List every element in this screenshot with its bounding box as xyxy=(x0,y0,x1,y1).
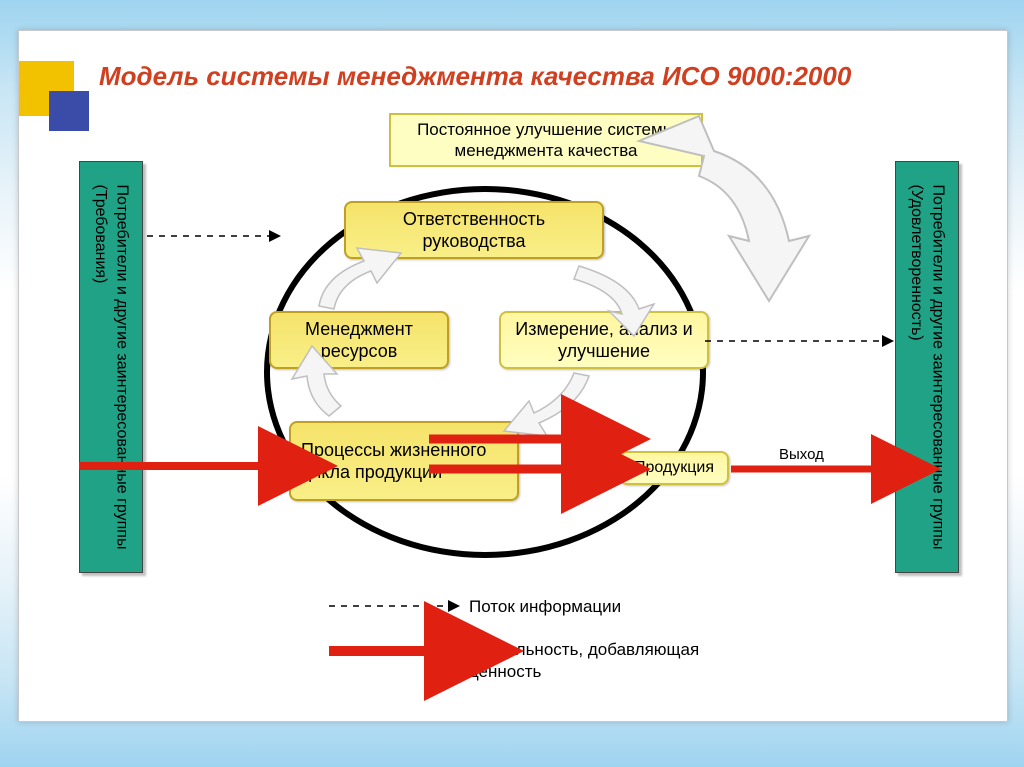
box-product-label: Продукция xyxy=(634,458,714,478)
slide-canvas: Модель системы менеджмента качества ИСО … xyxy=(18,30,1008,722)
box-resources-label: Менеджмент ресурсов xyxy=(277,318,441,363)
legend-value-activity: Деятельность, добавляющая ценность xyxy=(469,639,769,683)
left-panel-line1: Потребители и другие заинтересованные гр… xyxy=(114,185,131,550)
left-panel: Потребители и другие заинтересованные гр… xyxy=(79,161,143,573)
decor-square-blue xyxy=(49,91,89,131)
right-panel-line1: Потребители и другие заинтересованные гр… xyxy=(930,185,947,550)
legend-info-flow: Поток информации xyxy=(469,597,621,617)
box-measurement-label: Измерение, анализ и улучшение xyxy=(507,318,701,363)
box-improvement-label: Постоянное улучшение системы менеджмента… xyxy=(391,119,701,162)
box-responsibility: Ответственность руководства xyxy=(344,201,604,259)
right-panel-line2: (Удовлетворенность) xyxy=(908,185,925,341)
box-responsibility-label: Ответственность руководства xyxy=(352,208,596,253)
box-product: Продукция xyxy=(619,451,729,485)
box-resources: Менеджмент ресурсов xyxy=(269,311,449,369)
right-panel: Потребители и другие заинтересованные гр… xyxy=(895,161,959,573)
right-panel-text: Потребители и другие заинтересованные гр… xyxy=(905,185,948,550)
box-lifecycle-label: Процессы жизненного цикла продукции xyxy=(301,439,513,484)
box-improvement: Постоянное улучшение системы менеджмента… xyxy=(389,113,703,167)
box-measurement: Измерение, анализ и улучшение xyxy=(499,311,709,369)
left-panel-line2: (Требования) xyxy=(92,185,109,284)
slide-title: Модель системы менеджмента качества ИСО … xyxy=(99,61,979,92)
label-output: Выход xyxy=(779,446,824,463)
box-lifecycle: Процессы жизненного цикла продукции xyxy=(289,421,519,501)
left-panel-text: Потребители и другие заинтересованные гр… xyxy=(89,185,132,550)
